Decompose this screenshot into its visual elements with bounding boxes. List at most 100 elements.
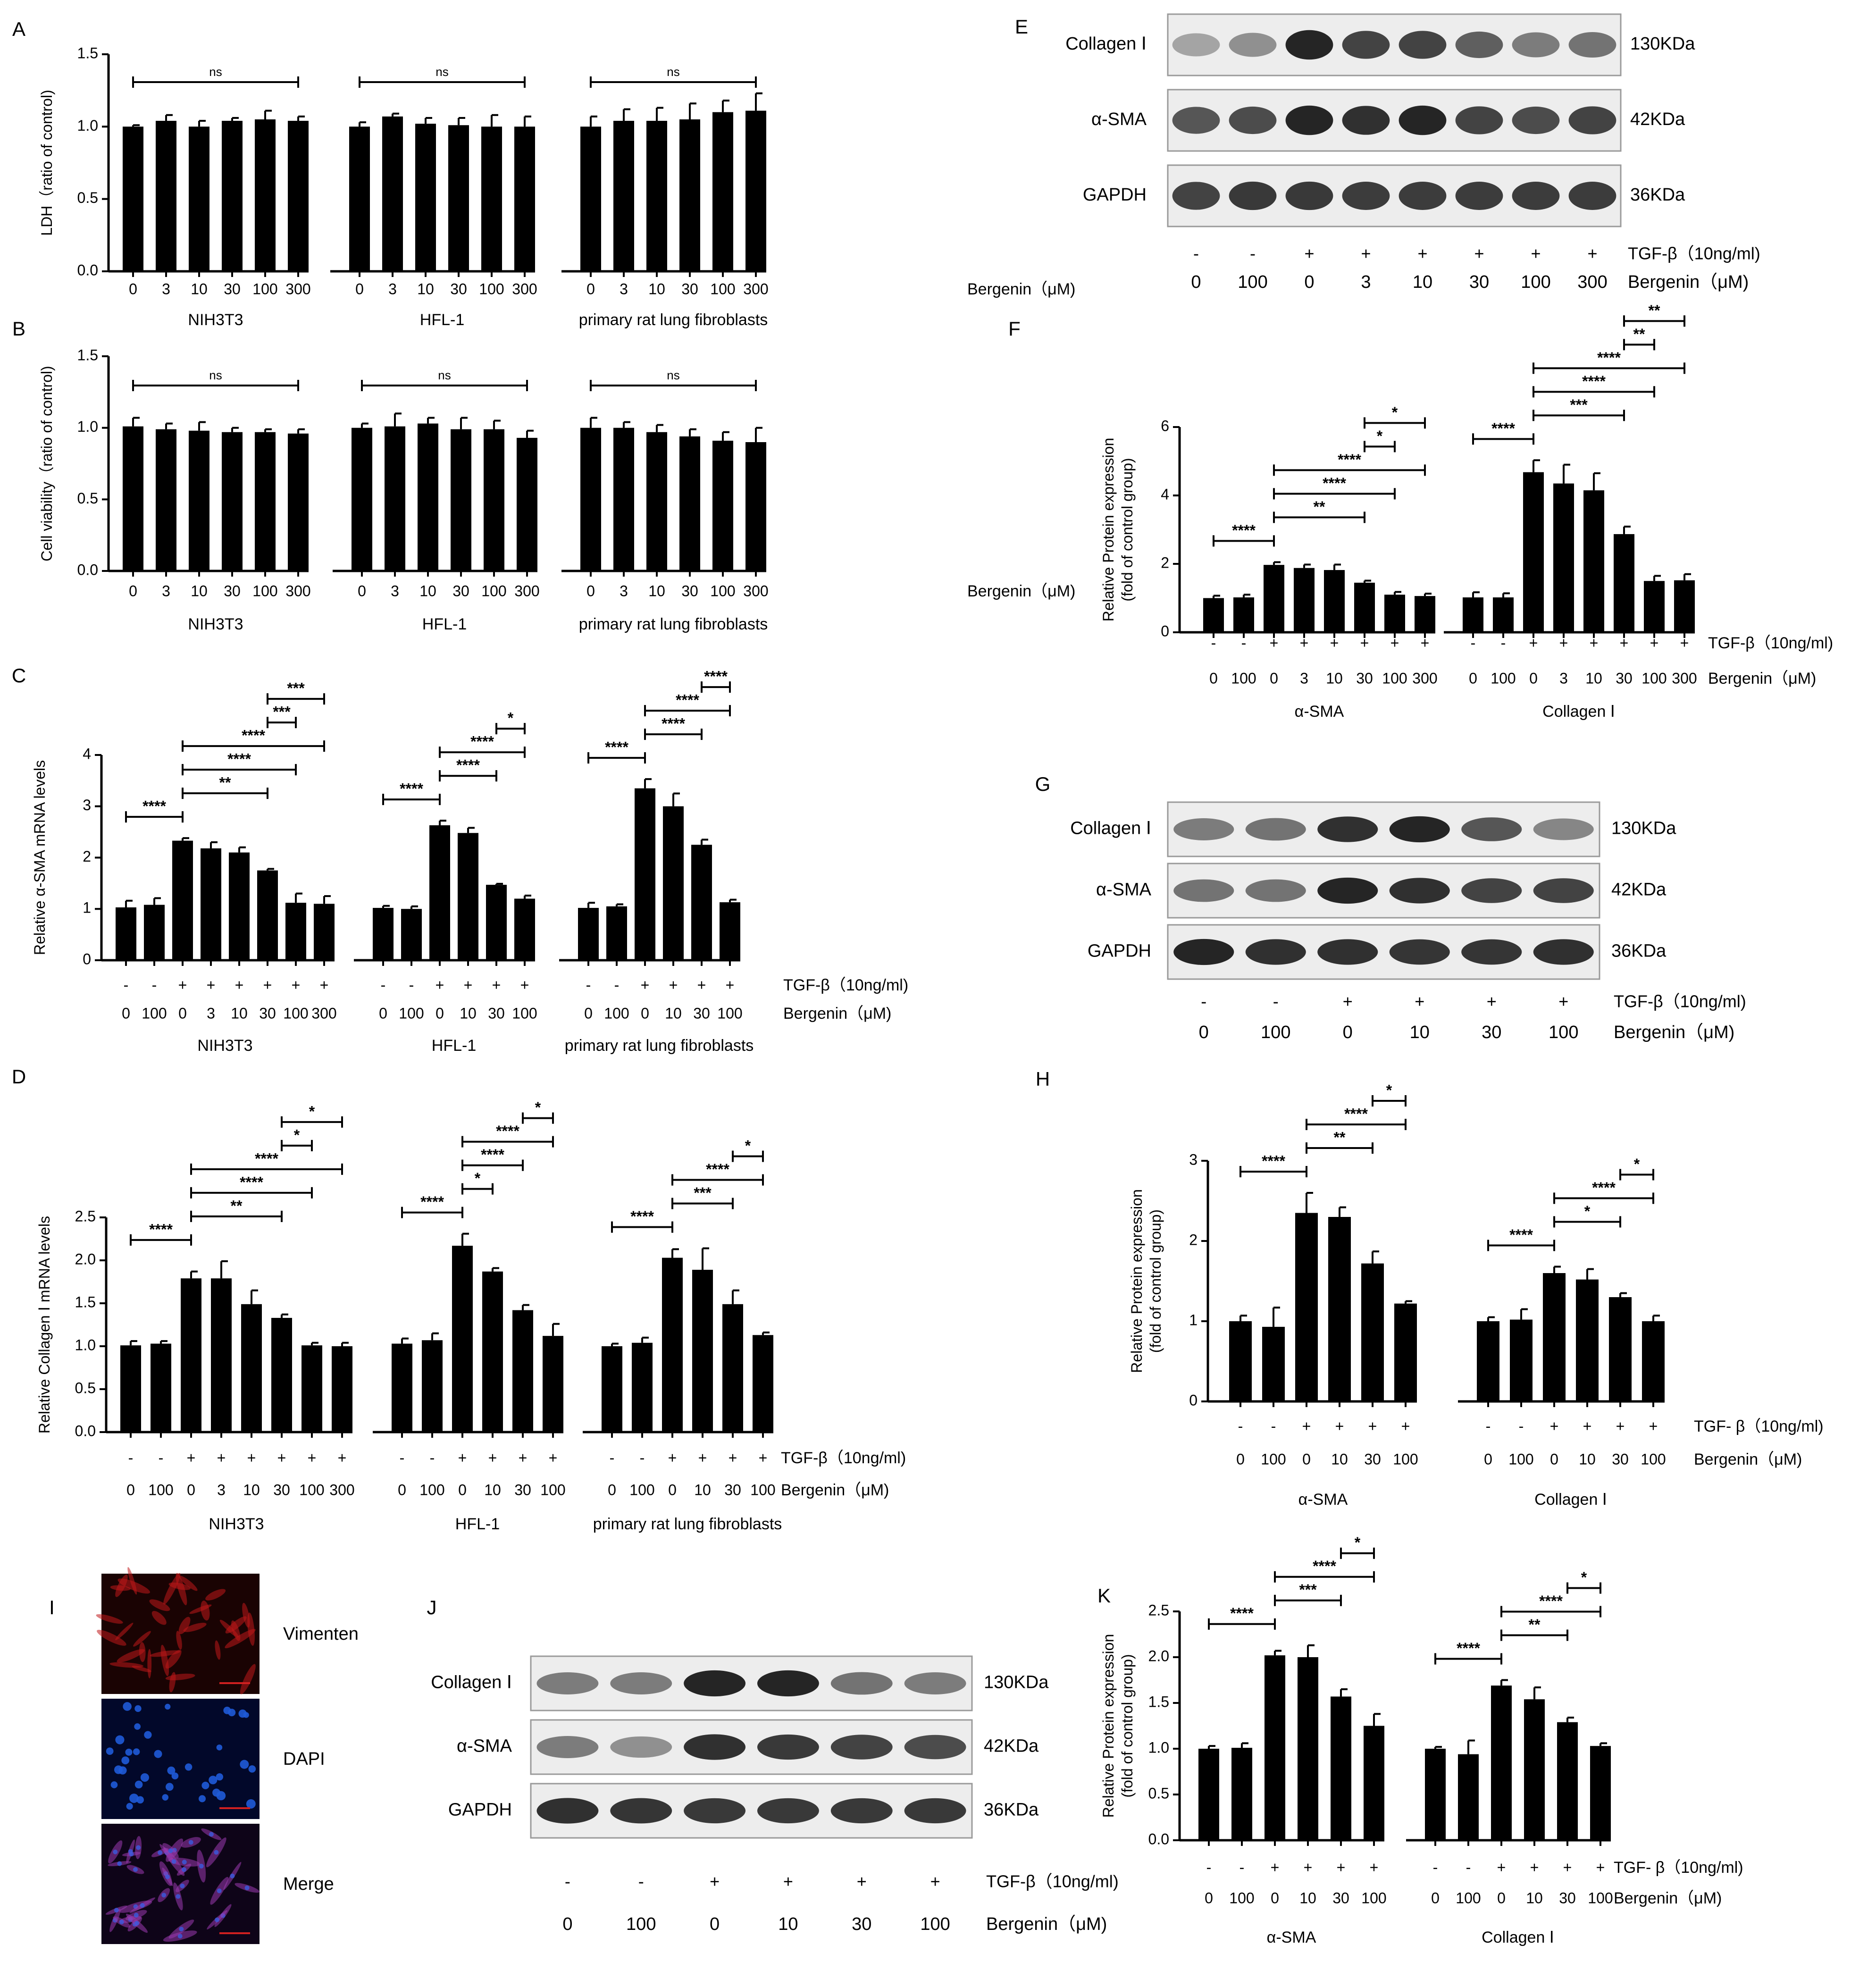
- if-nucleus: [179, 1927, 184, 1932]
- blot-band: [1389, 939, 1450, 965]
- group-name: NIH3T3: [197, 1037, 252, 1055]
- blot-dose: 30: [852, 1914, 871, 1934]
- sig-label: ns: [436, 65, 448, 79]
- sig-label: ****: [706, 1161, 729, 1178]
- bar: [613, 428, 634, 571]
- dose-label: 30: [693, 1005, 710, 1022]
- bar: [382, 116, 403, 271]
- bar: [257, 870, 278, 960]
- if-label: Merge: [283, 1874, 334, 1894]
- dose-label: 100: [1382, 670, 1407, 687]
- blot-dose: 30: [1469, 272, 1489, 292]
- bar: [484, 429, 504, 571]
- blot-kda-label: 36KDa: [1630, 185, 1685, 205]
- tgf-sign: +: [1559, 634, 1568, 651]
- bar: [229, 852, 250, 960]
- blot-kda-label: 130KDa: [1611, 819, 1676, 838]
- if-nucleus: [110, 1781, 118, 1788]
- bar: [1523, 472, 1544, 632]
- blot-dose: 0: [710, 1914, 720, 1934]
- blot-band: [536, 1736, 599, 1758]
- if-nucleus: [165, 1783, 174, 1791]
- blot-strip: [530, 1719, 973, 1775]
- if-nucleus: [199, 1795, 206, 1803]
- tgf-sign: -: [1501, 634, 1506, 651]
- blot-tgf-label: TGF-β（10ng/ml): [1628, 244, 1760, 263]
- tgf-sign: +: [1530, 1859, 1539, 1876]
- blot-band: [1399, 182, 1447, 210]
- blot-band: [1229, 106, 1277, 134]
- tgf-sign: +: [1550, 1417, 1559, 1434]
- dose-label: 300: [285, 280, 310, 297]
- dose-label: 0: [586, 280, 595, 297]
- blot-dose: 0: [1191, 272, 1201, 292]
- sig-label: ****: [1509, 1226, 1533, 1243]
- panel-letter: A: [12, 18, 25, 40]
- dose-axis-label: Bergenin（μM): [967, 280, 1075, 298]
- bar: [722, 1304, 743, 1432]
- bar: [1331, 1696, 1351, 1840]
- y-tick-label: 6: [1161, 417, 1169, 434]
- sig-label: ****: [1313, 1558, 1336, 1575]
- tgf-sign: -: [400, 1449, 405, 1466]
- blot-band: [684, 1670, 746, 1697]
- dose-label: 300: [743, 582, 768, 599]
- panel-D: D 0.0 0.5 1.0 1.5 2.0 2.5 Relative Collagen Ⅰ m…: [12, 1065, 906, 1533]
- bar: [123, 126, 143, 271]
- if-nucleus: [162, 1794, 169, 1801]
- sig-label: ****: [456, 757, 480, 774]
- blot-strip: [1167, 801, 1600, 857]
- blot-row-label: Collagen Ⅰ: [1070, 819, 1151, 838]
- dose-label: 30: [273, 1481, 290, 1498]
- bar: [1590, 1746, 1611, 1840]
- sig-label: ****: [1338, 451, 1361, 468]
- dose-label: 10: [460, 1005, 477, 1022]
- tgf-sign: -: [586, 976, 591, 993]
- tgf-sign: +: [263, 976, 272, 993]
- bar: [1576, 1279, 1599, 1401]
- y-tick-label: 1.5: [1148, 1693, 1169, 1710]
- if-nucleus: [140, 1903, 145, 1908]
- dose-label: 100: [1641, 1451, 1666, 1467]
- bar: [679, 119, 700, 271]
- tgf-sign: -: [1466, 1859, 1471, 1876]
- dose-axis-label: Bergenin（μM): [1694, 1451, 1802, 1468]
- blot-tgf-sign: +: [710, 1872, 720, 1891]
- sig-label: *: [309, 1103, 315, 1120]
- dose-label: 3: [162, 280, 170, 297]
- tgf-sign: -: [614, 976, 620, 993]
- if-nucleus: [133, 1867, 138, 1872]
- bar: [691, 845, 712, 960]
- bar: [1510, 1319, 1533, 1401]
- blot-band: [1533, 878, 1594, 903]
- dose-label: 0: [668, 1481, 677, 1498]
- blot-strip: [1167, 924, 1600, 980]
- tgf-sign: +: [292, 976, 301, 993]
- y-tick-label: 0.5: [1148, 1785, 1169, 1802]
- blot-tgf-sign: +: [783, 1872, 793, 1891]
- bar: [712, 112, 733, 271]
- dose-label: 300: [512, 280, 537, 297]
- tgf-sign: -: [128, 1449, 134, 1466]
- tgf-sign: -: [152, 976, 157, 993]
- blot-dose-label: Bergenin（μM): [1614, 1023, 1734, 1042]
- tgf-sign: -: [610, 1449, 615, 1466]
- dose-label: 0: [1302, 1451, 1311, 1467]
- bar: [288, 121, 309, 271]
- y-axis-label: Cell viability（ratio of control): [38, 366, 55, 561]
- dose-label: 30: [488, 1005, 505, 1022]
- blot-tgf-sign: -: [1193, 244, 1199, 263]
- blot-dose: 0: [1343, 1023, 1353, 1042]
- panel-letter: K: [1097, 1585, 1111, 1607]
- blot-band: [904, 1798, 966, 1824]
- blot-dose: 100: [920, 1914, 950, 1934]
- bar: [514, 126, 535, 271]
- bar: [1384, 595, 1405, 632]
- if-cell: [183, 1623, 207, 1632]
- blot-band: [1245, 818, 1306, 841]
- sig-label: ****: [400, 780, 423, 797]
- bar: [1394, 1303, 1417, 1401]
- bar: [1361, 1263, 1384, 1401]
- if-cell: [189, 1604, 212, 1614]
- dose-label: 10: [419, 582, 436, 599]
